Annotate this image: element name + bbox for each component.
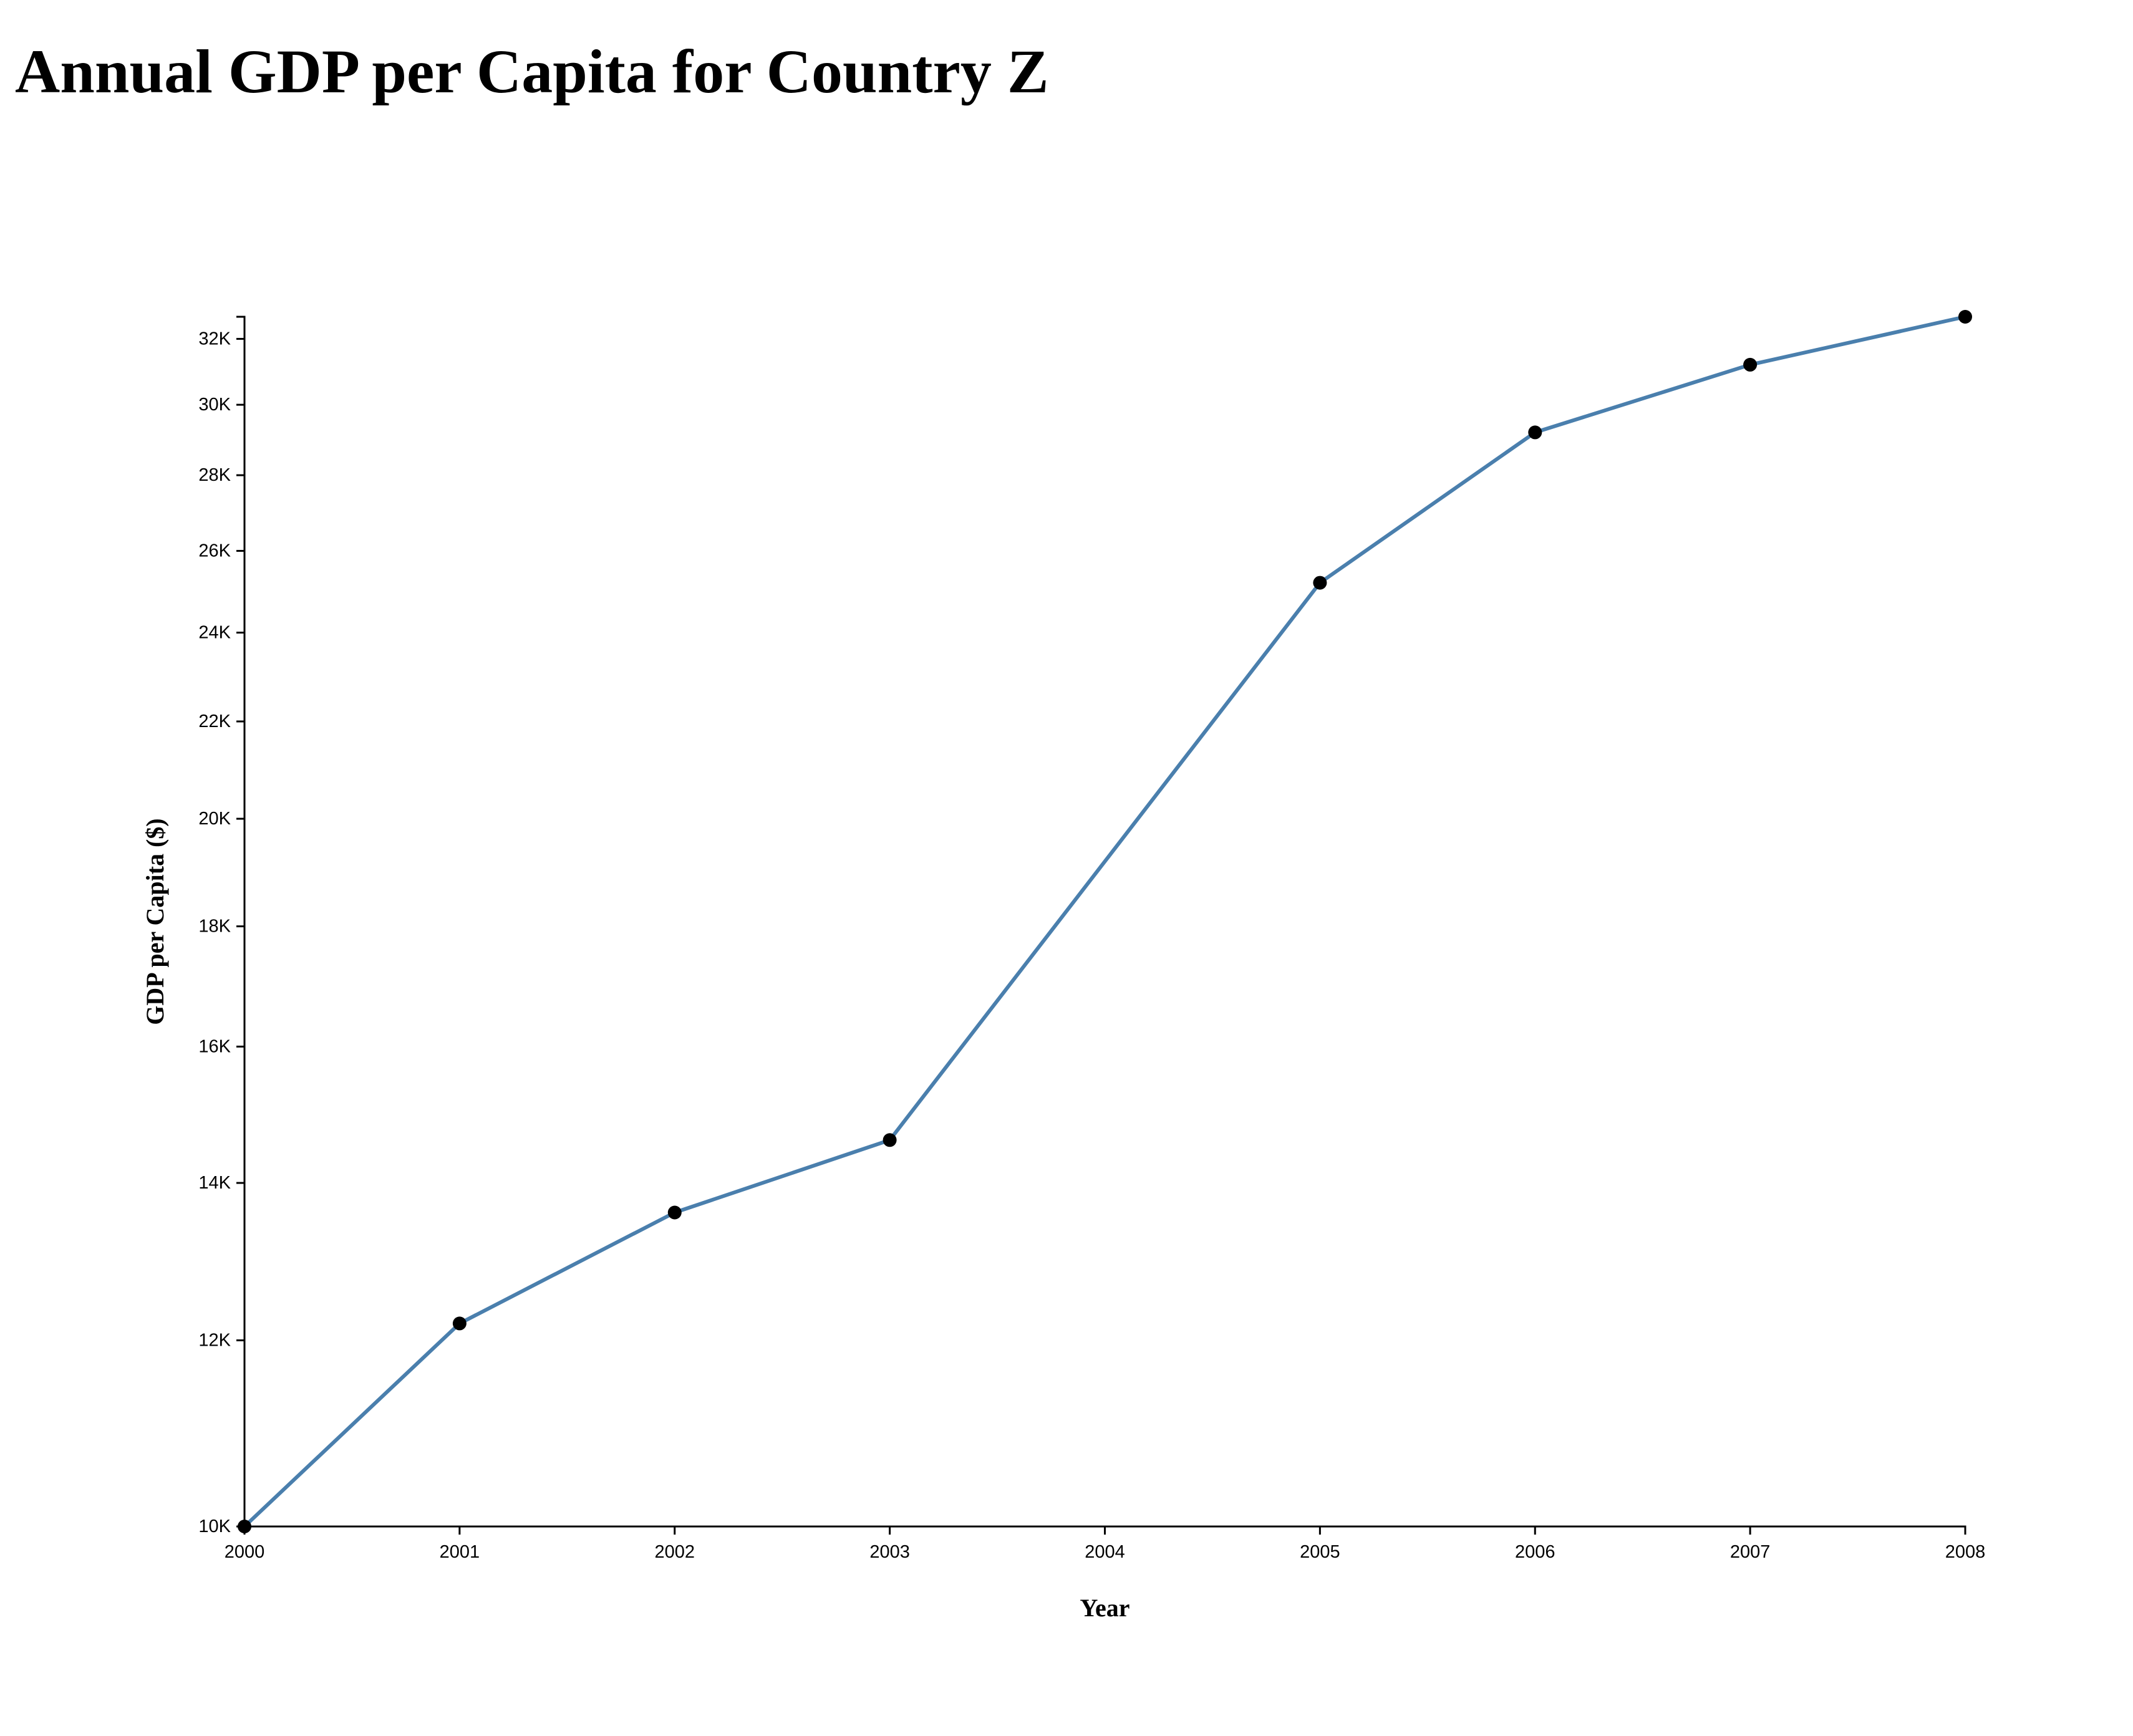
x-tick-label: 2000 [225,1542,265,1562]
y-tick-label: 12K [198,1330,231,1350]
y-tick-label: 24K [198,622,231,642]
y-tick-label: 18K [198,917,231,937]
x-axis-title: Year [1080,1594,1130,1622]
y-tick-label: 26K [198,541,231,561]
x-tick-label: 2006 [1515,1542,1555,1562]
data-point [238,1520,251,1533]
chart-title: Annual GDP per Capita for Country Z [15,37,1049,106]
data-point [1958,310,1972,324]
y-tick-label: 16K [198,1036,231,1056]
y-tick-label: 30K [198,395,231,415]
data-point [1528,425,1542,440]
points-layer [238,310,1972,1533]
series-layer [243,315,1967,1528]
y-axis-line [236,316,246,1528]
y-tick-label: 20K [198,809,231,829]
y-axis: 10K 12K 14K 16K 18K 20K 22K 24K 26K 28K 30K 32K [198,316,246,1536]
data-point [883,1133,897,1147]
y-tick-label: 10K [198,1517,231,1536]
x-tick-label: 2001 [440,1542,480,1562]
x-tick-label: 2008 [1945,1542,1986,1562]
data-point [1743,357,1758,372]
y-tick-label: 32K [198,329,231,349]
x-tick-label: 2004 [1085,1542,1125,1562]
x-tick-label: 2005 [1300,1542,1340,1562]
y-tick-label: 14K [198,1173,231,1193]
y-tick-label: 28K [198,465,231,485]
y-axis-title: GDP per Capita ($) [141,818,169,1025]
x-tick-label: 2007 [1730,1542,1771,1562]
x-tick-label: 2002 [654,1542,695,1562]
data-point [667,1205,682,1220]
series-line [243,315,1967,1528]
data-point [452,1316,467,1331]
x-tick-label: 2003 [869,1542,910,1562]
y-tick-label: 22K [198,711,231,731]
data-point [1313,576,1327,590]
x-axis: 2000 2001 2002 2003 2004 2005 2006 2007 2008 [225,1525,1986,1562]
